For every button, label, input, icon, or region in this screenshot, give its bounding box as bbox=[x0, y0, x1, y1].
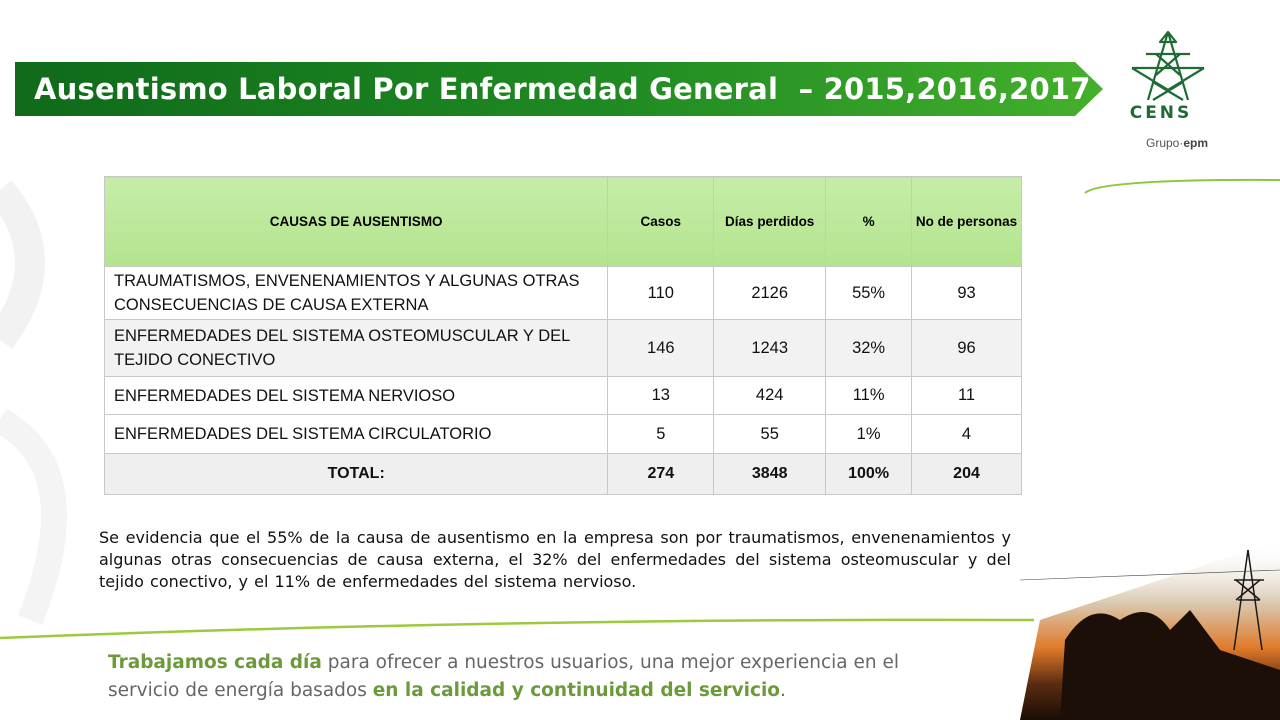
total-label: TOTAL: bbox=[103, 453, 609, 495]
cell-personas: 4 bbox=[911, 414, 1022, 454]
cell-cause: TRAUMATISMOS, ENVENENAMIENTOS Y ALGUNAS … bbox=[103, 266, 609, 320]
cell-cause: ENFERMEDADES DEL SISTEMA NERVIOSO bbox=[103, 376, 609, 415]
cell-personas: 93 bbox=[911, 266, 1022, 320]
footer-slogan-bold-1: Trabajamos cada día bbox=[108, 652, 322, 673]
page-title: Ausentismo Laboral Por Enfermedad Genera… bbox=[34, 72, 1091, 106]
cell-pct: 11% bbox=[825, 376, 913, 415]
footer-slogan: Trabajamos cada día para ofrecer a nuest… bbox=[108, 649, 968, 705]
logo-group: Grupo·epm bbox=[1146, 136, 1208, 150]
cell-dias: 2126 bbox=[713, 266, 827, 320]
table-row: ENFERMEDADES DEL SISTEMA CIRCULATORIO 5 … bbox=[103, 414, 1022, 454]
table-total-row: TOTAL: 274 3848 100% 204 bbox=[103, 453, 1022, 495]
cell-dias: 1243 bbox=[713, 319, 827, 377]
absenteeism-table: CAUSAS DE AUSENTISMO Casos Días perdidos… bbox=[103, 176, 1022, 495]
header-dias: Días perdidos bbox=[713, 176, 827, 267]
table-row: ENFERMEDADES DEL SISTEMA NERVIOSO 13 424… bbox=[103, 376, 1022, 415]
total-personas: 204 bbox=[911, 453, 1022, 495]
table-row: ENFERMEDADES DEL SISTEMA OSTEOMUSCULAR Y… bbox=[103, 319, 1022, 377]
cell-casos: 110 bbox=[607, 266, 715, 320]
footer-slogan-end: . bbox=[780, 680, 786, 701]
logo-group-epm: epm bbox=[1183, 136, 1209, 150]
cell-casos: 13 bbox=[607, 376, 715, 415]
cell-personas: 96 bbox=[911, 319, 1022, 377]
cell-dias: 55 bbox=[713, 414, 827, 454]
cell-pct: 55% bbox=[825, 266, 913, 320]
title-banner bbox=[15, 62, 1103, 116]
logo-group-prefix: Grupo· bbox=[1146, 136, 1184, 150]
footer-slogan-bold-2: en la calidad y continuidad del servicio bbox=[372, 680, 781, 701]
total-pct: 100% bbox=[825, 453, 913, 495]
cell-casos: 5 bbox=[607, 414, 715, 454]
cell-personas: 11 bbox=[911, 376, 1022, 415]
cell-casos: 146 bbox=[607, 319, 715, 377]
table-row: TRAUMATISMOS, ENVENENAMIENTOS Y ALGUNAS … bbox=[103, 266, 1022, 320]
header-pct: % bbox=[825, 176, 913, 267]
decorative-green-line bbox=[1084, 178, 1280, 194]
header-personas: No de personas bbox=[911, 176, 1022, 267]
cell-dias: 424 bbox=[713, 376, 827, 415]
total-dias: 3848 bbox=[713, 453, 827, 495]
conclusion-paragraph: Se evidencia que el 55% de la causa de a… bbox=[99, 528, 1011, 591]
total-casos: 274 bbox=[607, 453, 715, 495]
logo-name: CENS bbox=[1129, 103, 1193, 123]
footer-divider bbox=[0, 618, 1035, 640]
cell-cause: ENFERMEDADES DEL SISTEMA OSTEOMUSCULAR Y… bbox=[103, 319, 609, 377]
sunset-power-tower-image bbox=[1020, 540, 1280, 720]
header-casos: Casos bbox=[607, 176, 715, 267]
footer-slogan-text: para ofrecer a nuestros usuarios, una me… bbox=[108, 652, 900, 701]
cell-pct: 32% bbox=[825, 319, 913, 377]
cell-cause: ENFERMEDADES DEL SISTEMA CIRCULATORIO bbox=[103, 414, 609, 454]
header-causas: CAUSAS DE AUSENTISMO bbox=[103, 176, 609, 267]
cell-pct: 1% bbox=[825, 414, 913, 454]
cens-tower-logo-icon bbox=[1131, 30, 1205, 101]
table-header-row: CAUSAS DE AUSENTISMO Casos Días perdidos… bbox=[103, 176, 1022, 267]
